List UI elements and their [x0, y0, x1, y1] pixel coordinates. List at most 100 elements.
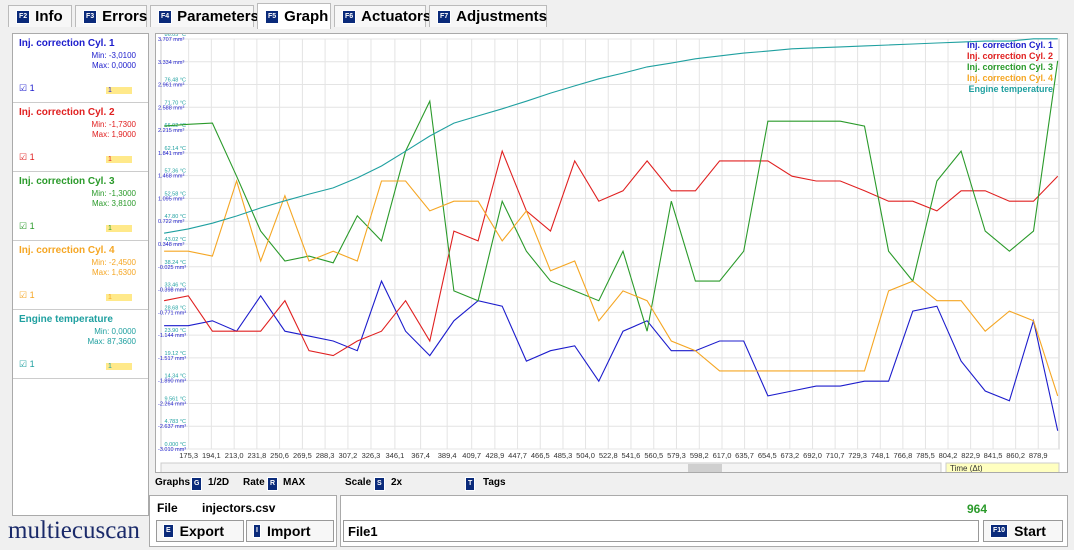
- value[interactable]: 1/2D: [208, 477, 230, 488]
- min: Min: 0,0000: [94, 327, 136, 336]
- x-tick-label: 673,2: [780, 451, 799, 460]
- y-tick-label: -0.398 mm³: [158, 288, 186, 294]
- series-entry: Inj. correction Cyl. 4 Min: -2,4500 Max: 1…: [13, 241, 148, 310]
- tab[interactable]: F3 Errors: [75, 5, 147, 27]
- min: Min: -3,0100: [91, 51, 136, 60]
- x-tick-label: 307,2: [339, 451, 358, 460]
- dropdown[interactable]: 1: [106, 156, 132, 163]
- value[interactable]: 2x: [391, 477, 403, 488]
- y-tick-label: 2.588 mm³: [158, 105, 184, 111]
- series-line: [164, 60, 1059, 332]
- chart-panel: 175,3 194,1 213,0 231,8 250,6 269,5 288,3 307,2…: [155, 32, 1068, 475]
- tags[interactable]: Tags: [483, 477, 506, 488]
- label: Import: [266, 523, 311, 539]
- tab[interactable]: F6 Actuators: [334, 5, 431, 27]
- export-button[interactable]: E Export: [156, 520, 244, 542]
- x-tick-label: 522,8: [599, 451, 618, 460]
- key: I: [253, 524, 261, 538]
- series-entry: Inj. correction Cyl. 1 Min: -3,0100 Max: 0…: [13, 34, 148, 103]
- import-button[interactable]: I Import: [246, 520, 334, 542]
- x-tick-label: 635,7: [735, 451, 754, 460]
- max: Max: 87,3600: [87, 337, 136, 346]
- y2-tick-label: 33.46 °C: [165, 283, 186, 289]
- x-tick-label: 485,3: [554, 451, 573, 460]
- tab[interactable]: F5 Graph: [257, 3, 331, 29]
- tab-label: Info: [35, 8, 63, 25]
- x-tick-label: 213,0: [225, 451, 244, 460]
- y-tick-label: 1.468 mm³: [158, 174, 184, 180]
- key: F10: [990, 524, 1009, 538]
- series-line: [163, 149, 1059, 357]
- x-tick-label: 269,5: [293, 451, 312, 460]
- tab[interactable]: F7 Adjustments: [429, 5, 547, 27]
- tab[interactable]: F4 Parameters: [150, 5, 259, 27]
- y-tick-label: -2.264 mm³: [158, 401, 186, 407]
- y-tick-label: -0.025 mm³: [158, 265, 186, 271]
- x-tick-label: 288,3: [316, 451, 335, 460]
- x-tick-label: 194,1: [202, 451, 221, 460]
- series-entry: Inj. correction Cyl. 2 Min: -1,7300 Max: 1…: [13, 103, 148, 172]
- checkbox[interactable]: ☑ 1: [19, 290, 35, 300]
- y-tick-label: -2.637 mm³: [158, 424, 186, 430]
- tab-label: Graph: [284, 8, 329, 25]
- y2-tick-label: 52.58 °C: [165, 191, 186, 197]
- x-tick-label: 692,0: [803, 451, 822, 460]
- x-tick-label: 541,6: [622, 451, 641, 460]
- series-name: Inj. correction Cyl. 3: [19, 176, 115, 187]
- key: F6: [342, 9, 357, 24]
- status-box: 964 File1 F10 Start: [340, 495, 1068, 547]
- max: Max: 1,6300: [91, 268, 136, 277]
- x-tick-label: 710,7: [826, 451, 845, 460]
- y2-tick-label: 4.783 °C: [165, 419, 186, 425]
- x-tick-label: 579,3: [667, 451, 686, 460]
- key: S: [374, 477, 385, 491]
- x-tick-label: 766,8: [893, 451, 912, 460]
- start-button[interactable]: F10 Start: [983, 520, 1063, 542]
- y-tick-label: -1.517 mm³: [158, 356, 186, 362]
- dropdown[interactable]: 1: [106, 87, 132, 94]
- value[interactable]: MAX: [283, 477, 306, 488]
- graph-controls: Graphs G 1/2D Rate R MAX Scale S 2x T Ta…: [155, 477, 1068, 492]
- y-tick-label: 0.348 mm³: [158, 242, 184, 248]
- key: G: [191, 477, 203, 491]
- checkbox[interactable]: ☑ 1: [19, 83, 35, 93]
- y-tick-label: 0.722 mm³: [158, 219, 184, 225]
- file-field[interactable]: File1: [343, 520, 979, 542]
- y2-tick-label: 9.561 °C: [165, 396, 186, 402]
- key: F3: [83, 9, 98, 24]
- x-tick-label: 822,9: [961, 451, 980, 460]
- y-tick-label: 3.707 mm³: [158, 37, 184, 43]
- file-box: File injectors.csv E Export I Import: [149, 495, 337, 547]
- x-tick-label: 175,3: [179, 451, 198, 460]
- series-line: [164, 179, 1059, 397]
- legend-entry: Inj. correction Cyl. 3: [967, 62, 1053, 72]
- y2-tick-label: 0.000 °C: [165, 442, 186, 448]
- dropdown[interactable]: 1: [106, 294, 132, 301]
- dropdown[interactable]: 1: [106, 363, 132, 370]
- dropdown[interactable]: 1: [106, 225, 132, 232]
- y2-tick-label: 43.02 °C: [165, 237, 186, 243]
- y2-tick-label: 66.92 °C: [165, 123, 186, 129]
- y2-tick-label: 76.48 °C: [165, 78, 186, 84]
- scroll-thumb[interactable]: [688, 464, 722, 472]
- tab-label: Adjustments: [456, 8, 548, 25]
- key: T: [465, 477, 476, 491]
- max: Max: 1,9000: [91, 130, 136, 139]
- y-tick-label: 3.334 mm³: [158, 60, 184, 66]
- x-tick-label: 466,5: [531, 451, 550, 460]
- x-tick-label: 804,2: [939, 451, 958, 460]
- x-tick-label: 654,5: [758, 451, 777, 460]
- x-tick-label: 598,2: [690, 451, 709, 460]
- key: F2: [16, 9, 31, 24]
- series-name: Engine temperature: [19, 314, 113, 325]
- checkbox[interactable]: ☑ 1: [19, 152, 35, 162]
- file-name[interactable]: injectors.csv: [202, 501, 276, 515]
- label: Scale: [345, 477, 372, 488]
- x-tick-label: 841,5: [984, 451, 1003, 460]
- checkbox[interactable]: ☑ 1: [19, 221, 35, 231]
- checkbox[interactable]: ☑ 1: [19, 359, 35, 369]
- tab[interactable]: F2 Info: [8, 5, 72, 27]
- y-tick-label: -1.890 mm³: [158, 379, 186, 385]
- x-tick-label: 367,4: [411, 451, 430, 460]
- legend-entry: Engine temperature: [968, 84, 1053, 94]
